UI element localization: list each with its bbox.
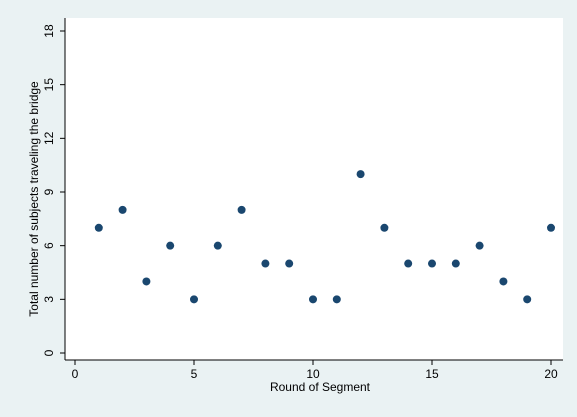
data-point [523, 295, 532, 304]
data-point [356, 170, 365, 179]
y-tick-label: 12 [42, 131, 56, 145]
axes: 0 5 10 15 20 0 3 6 9 12 15 18 [42, 18, 563, 381]
data-point [309, 295, 317, 304]
plot-area [65, 18, 563, 360]
y-tick-label: 18 [42, 24, 56, 38]
data-point [237, 205, 246, 214]
y-tick-label: 3 [42, 296, 56, 303]
data-point [261, 259, 270, 268]
y-axis-title: Total number of subjects traveling the b… [27, 81, 41, 317]
y-tick-label: 15 [42, 78, 56, 92]
data-point [94, 223, 103, 232]
data-point [451, 259, 460, 268]
data-point [118, 205, 127, 214]
data-point [213, 241, 222, 250]
data-points [94, 170, 555, 304]
data-point [332, 295, 341, 304]
y-tick-label: 0 [42, 349, 56, 356]
data-point [166, 241, 175, 250]
data-point [428, 259, 436, 268]
x-tick-label: 10 [306, 367, 320, 381]
x-tick-label: 5 [191, 367, 198, 381]
y-tick-label: 9 [42, 188, 56, 195]
x-tick-label: 0 [72, 367, 79, 381]
x-tick-label: 20 [544, 367, 558, 381]
y-tick-label: 6 [42, 242, 56, 249]
data-point [380, 223, 389, 232]
data-point [475, 241, 484, 250]
data-point [404, 259, 413, 268]
data-point [499, 277, 508, 286]
data-point [547, 223, 555, 232]
data-point [285, 259, 294, 268]
data-point [190, 295, 198, 304]
x-tick-label: 15 [425, 367, 439, 381]
data-point [142, 277, 151, 286]
x-axis-title: Round of Segment [270, 380, 371, 394]
